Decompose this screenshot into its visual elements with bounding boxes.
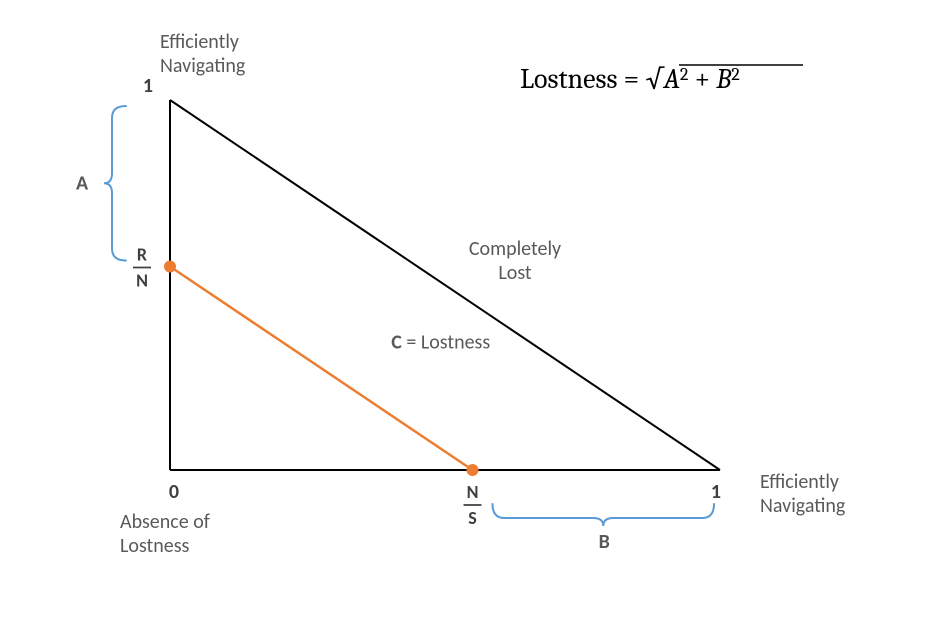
origin-label: 0 — [169, 480, 179, 504]
label-a: A — [76, 171, 89, 195]
right-label-1: Efficiently — [760, 470, 839, 494]
y-frac-top: R — [137, 244, 147, 266]
top-left-label-1: Efficiently — [160, 30, 239, 54]
formula-text: Lostness = √A2 + B2 — [520, 63, 740, 95]
label-b: B — [599, 530, 610, 554]
center-label-2: Lost — [498, 261, 532, 285]
y-frac-bot: N — [136, 270, 148, 292]
center-label-1: Completely — [469, 237, 561, 261]
c-equals-lostness: C = Lostness — [391, 330, 490, 354]
bottom-left-label-1: Absence of — [120, 510, 210, 534]
x-max-label: 1 — [711, 480, 721, 504]
y-point — [164, 261, 176, 273]
x-frac-top: N — [467, 481, 479, 503]
top-left-label-2: Navigating — [160, 54, 246, 78]
y-max-label: 1 — [143, 74, 153, 98]
x-point — [467, 464, 479, 476]
bottom-left-label-2: Lostness — [120, 534, 190, 558]
right-label-2: Navigating — [760, 494, 846, 518]
x-frac-bot: S — [468, 507, 477, 529]
